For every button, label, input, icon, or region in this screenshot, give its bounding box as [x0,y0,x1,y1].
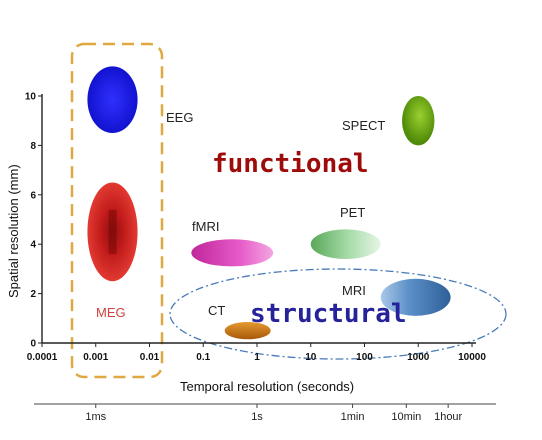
y-tick-label: 6 [30,190,36,201]
x-tick-label: 10000 [458,352,486,363]
region-label-spect: SPECT [342,118,385,133]
annotation-functional: functional [212,149,369,179]
time-scale-label: 1hour [434,411,462,423]
time-scale-label: 1s [251,411,263,423]
x-tick-label: 100 [356,352,373,363]
x-tick-label: 1000 [407,352,430,363]
region-spect [402,96,435,146]
region-pet [310,229,381,260]
annotation-structural: structural [250,299,407,329]
structural-region-outline [169,268,507,360]
y-tick-label: 8 [30,141,36,152]
time-scale-layer: 1ms 1s 1min 10min 1hour [85,404,463,423]
region-label-fmri: fMRI [192,219,219,234]
region-meg-core [108,209,117,254]
time-scale-label: 1min [341,411,365,423]
region-label-pet: PET [340,205,365,220]
region-fmri [191,239,274,267]
x-tick-label: 0.01 [140,352,160,363]
region-eeg [87,66,138,134]
region-label-mri: MRI [342,283,366,298]
x-axis-title: Temporal resolution (seconds) [180,379,354,394]
x-tick-label: 10 [305,352,317,363]
region-label-eeg: EEG [166,110,193,125]
region-layer [87,66,451,340]
y-axis-title: Spatial resolution (mm) [6,164,21,298]
region-mri [380,278,451,316]
axes-layer: 0 2 4 6 8 10 0.0001 0.001 0.01 0.1 1 10 100 1000 10000 [25,92,486,364]
y-tick-label: 2 [30,289,36,300]
y-tick-label: 4 [30,240,36,251]
x-tick-label: 0.1 [196,352,210,363]
time-scale-label: 10min [391,411,421,423]
region-label-meg: MEG [96,305,126,320]
region-label-ct: CT [208,303,225,318]
y-tick-label: 10 [25,92,37,103]
x-tick-label: 0.001 [83,352,108,363]
millisecond-highlight-box [70,42,164,379]
y-tick-label: 0 [30,339,36,350]
region-ct [224,322,271,340]
time-scale-label: 1ms [85,411,106,423]
x-tick-label: 0.0001 [27,352,58,363]
x-tick-label: 1 [254,352,260,363]
